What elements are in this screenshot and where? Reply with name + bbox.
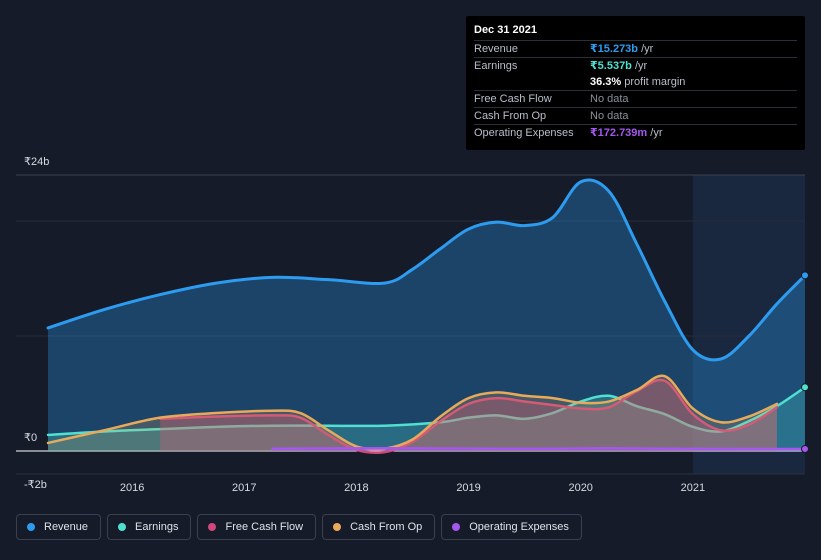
tooltip-row-label: Operating Expenses (474, 127, 574, 139)
tooltip-row-label (474, 74, 590, 90)
chart-legend: Revenue Earnings Free Cash Flow Cash From O… (16, 514, 582, 540)
x-tick-label: 2016 (120, 482, 144, 494)
legend-item[interactable]: Cash From Op (322, 514, 436, 540)
tooltip-row-value: ₹15.273b /yr (590, 43, 654, 55)
legend-item[interactable]: Earnings (107, 514, 192, 540)
tooltip-row-label: Revenue (474, 43, 519, 55)
x-tick-label: 2017 (232, 482, 256, 494)
tooltip-row-label: Cash From Op (474, 110, 547, 122)
series-line (46, 374, 779, 451)
tooltip-row-value: No data (590, 110, 629, 122)
series-line (158, 378, 779, 455)
series-area (160, 379, 777, 453)
series-line (46, 178, 807, 362)
series-area (48, 179, 805, 451)
y-tick-label: ₹0 (24, 432, 37, 444)
legend-label: Free Cash Flow (225, 521, 304, 533)
legend-label: Revenue (44, 521, 89, 533)
tooltip-row-value: No data (590, 93, 629, 105)
x-tick-label: 2021 (681, 482, 705, 494)
tooltip-row: 36.3% profit margin (474, 74, 797, 90)
series-end-marker (801, 445, 809, 454)
legend-dot-icon (452, 523, 461, 531)
legend-item[interactable]: Operating Expenses (441, 514, 582, 540)
series-end-marker (801, 271, 809, 280)
x-tick-label: 2020 (568, 482, 592, 494)
legend-label: Earnings (135, 521, 179, 533)
data-tooltip: Dec 31 2021 Revenue ₹15.273b /yr Earnings ₹… (466, 16, 805, 150)
legend-item[interactable]: Free Cash Flow (197, 514, 317, 540)
tooltip-row: Revenue ₹15.273b /yr (474, 40, 797, 57)
tooltip-row-value: ₹172.739m /yr (590, 127, 663, 139)
tooltip-row: Earnings ₹5.537b /yr (474, 57, 797, 74)
tooltip-row-value: 36.3% profit margin (590, 76, 686, 88)
series-line (271, 446, 807, 451)
tooltip-row: Free Cash Flow No data (474, 90, 797, 107)
x-tick-label: 2019 (456, 482, 480, 494)
legend-label: Operating Expenses (469, 521, 569, 533)
tooltip-row: Operating Expenses ₹172.739m /yr (474, 124, 797, 141)
legend-dot-icon (27, 523, 35, 531)
legend-dot-icon (118, 523, 127, 531)
legend-dot-icon (208, 523, 217, 531)
series-area (48, 375, 777, 451)
legend-item[interactable]: Revenue (16, 514, 102, 540)
legend-label: Cash From Op (350, 521, 423, 533)
legend-dot-icon (333, 523, 342, 531)
y-tick-label: -₹2b (24, 479, 47, 491)
x-tick-label: 2018 (344, 482, 368, 494)
tooltip-date: Dec 31 2021 (474, 24, 537, 36)
tooltip-row-value: ₹5.537b /yr (590, 60, 648, 72)
tooltip-row: Cash From Op No data (474, 107, 797, 124)
y-tick-label: ₹24b (24, 156, 49, 168)
tooltip-row-label: Earnings (474, 60, 518, 72)
tooltip-row-label: Free Cash Flow (474, 93, 552, 105)
series-line (46, 386, 807, 437)
series-end-marker (801, 383, 809, 392)
